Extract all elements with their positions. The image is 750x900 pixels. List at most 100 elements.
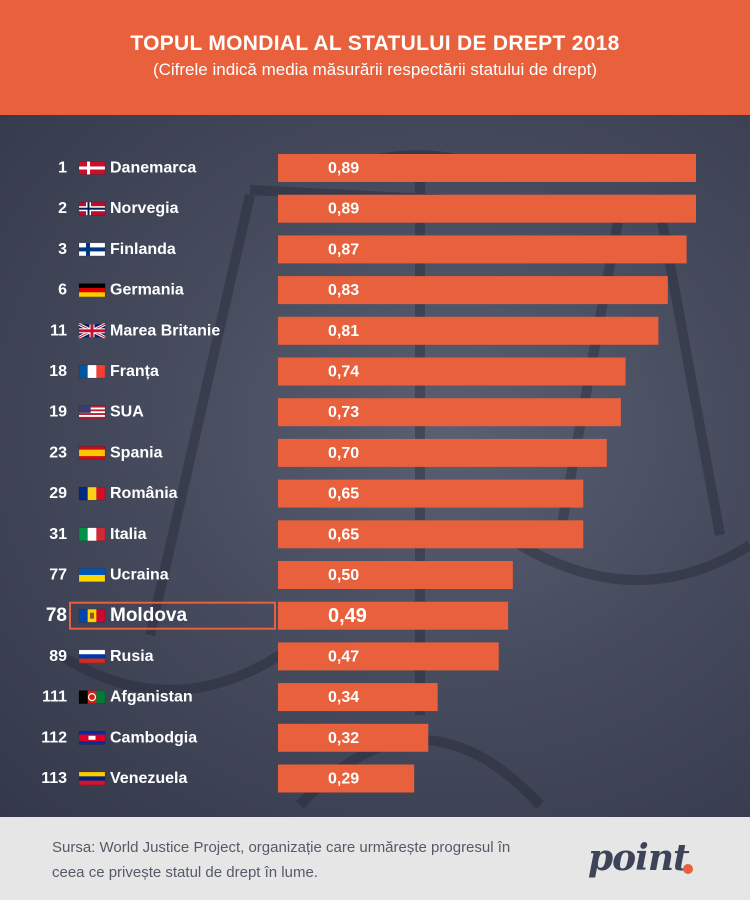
footer: Sursa: World Justice Project, organizați… [0,817,750,900]
logo-text: point [588,837,690,879]
source-note: Sursa: World Justice Project, organizați… [52,839,511,881]
rank-label: 6 [58,282,67,299]
romania-flag-icon [78,486,106,501]
bar [278,357,626,386]
value-label: 0,74 [328,364,359,381]
uk-flag-icon [78,322,106,339]
chart-row: 31 Italia 0,65 [49,520,584,549]
value-label: 0,89 [328,160,359,177]
value-label: 0,29 [328,771,359,788]
russia-flag-icon [78,649,106,664]
country-label: Cambodgia [110,729,197,746]
value-label: 0,65 [328,526,359,543]
cambodia-flag-icon [78,731,106,745]
bar [278,642,499,671]
country-label: Marea Britanie [110,322,220,339]
chart-row: 1 Danemarca 0,89 [58,154,696,182]
bar [278,764,415,793]
value-label: 0,81 [328,323,359,340]
value-label: 0,70 [328,445,359,462]
rank-label: 2 [58,200,67,217]
value-label: 0,83 [328,282,359,299]
rank-label: 19 [49,404,67,421]
chart-row: 89 Rusia 0,47 [49,642,499,671]
bar [278,235,687,264]
bar [278,520,584,549]
highlight-box [69,601,276,630]
rank-label: 78 [46,605,67,626]
value-label: 0,87 [328,241,359,258]
country-label: SUA [110,404,144,421]
rank-label: 77 [49,567,67,584]
rank-label: 89 [49,648,67,665]
bar [278,154,696,182]
chart-row: 78 Moldova 0,49 [46,601,509,630]
rank-label: 31 [49,526,67,543]
value-label: 0,49 [328,605,367,627]
bar [278,723,429,752]
rank-label: 112 [41,729,67,746]
value-label: 0,34 [328,689,359,706]
rank-label: 29 [49,485,67,502]
bar-chart: 1 Danemarca 0,89 2 Norvegia 0,89 3 Finlanda 0,87… [41,154,696,793]
country-label: Germania [110,282,184,299]
country-label: Ucraina [110,567,169,584]
chart-row: 113 Venezuela 0,29 [41,764,415,793]
country-label: România [110,485,178,502]
country-label: Spania [110,444,163,461]
denmark-flag-icon [78,161,106,175]
rank-label: 113 [41,770,67,787]
country-label: Danemarca [110,160,196,177]
country-label: Rusia [110,648,154,665]
country-label: Italia [110,526,147,543]
ukraine-flag-icon [78,568,106,582]
chart-row: 77 Ucraina 0,50 [49,561,513,589]
chart-row: 19 SUA 0,73 [49,398,621,427]
rank-label: 3 [58,241,67,258]
value-label: 0,47 [328,648,359,665]
finland-flag-icon [78,242,106,257]
bar [278,683,438,712]
chart-row: 112 Cambodgia 0,32 [41,723,429,752]
bar [278,601,509,630]
value-label: 0,32 [328,730,359,747]
value-label: 0,50 [328,567,359,584]
chart-subtitle: (Cifrele indică media măsurării respectă… [152,60,598,79]
chart-row: 3 Finlanda 0,87 [58,235,687,264]
chart-row: 11 Marea Britanie 0,81 [50,316,659,345]
brand-logo[interactable]: point [588,837,708,887]
chart-row: 2 Norvegia 0,89 [58,194,696,223]
chart-row: 23 Spania 0,70 [49,438,607,467]
bar [278,194,696,223]
header: TOPUL MONDIAL AL STATULUI DE DREPT 2018 … [0,0,750,115]
bar [278,438,607,467]
bar [278,479,584,508]
country-label: Finlanda [110,241,176,258]
bar [278,398,621,427]
rank-label: 23 [49,444,67,461]
value-label: 0,73 [328,404,359,421]
rank-label: 111 [42,689,67,706]
bar [278,276,668,305]
country-label: Franța [110,363,159,380]
rank-label: 18 [49,363,67,380]
country-label: Afganistan [110,689,193,706]
chart-row: 6 Germania 0,83 [58,276,668,305]
germany-flag-icon [78,283,106,297]
country-label: Norvegia [110,200,179,217]
france-flag-icon [78,364,106,379]
value-label: 0,65 [328,486,359,503]
bar [278,316,659,345]
usa-flag-icon [78,405,106,419]
rank-label: 1 [58,160,67,177]
rank-label: 11 [50,322,67,339]
chart-row: 111 Afganistan 0,34 [42,683,438,712]
bar [278,561,513,589]
chart-row: 18 Franța 0,74 [49,357,626,386]
spain-flag-icon [78,446,106,460]
venezuela-flag-icon [78,771,106,786]
moldova-flag-icon [78,608,106,623]
chart-title: TOPUL MONDIAL AL STATULUI DE DREPT 2018 [130,32,620,55]
italy-flag-icon [78,527,106,542]
value-label: 0,89 [328,201,359,218]
